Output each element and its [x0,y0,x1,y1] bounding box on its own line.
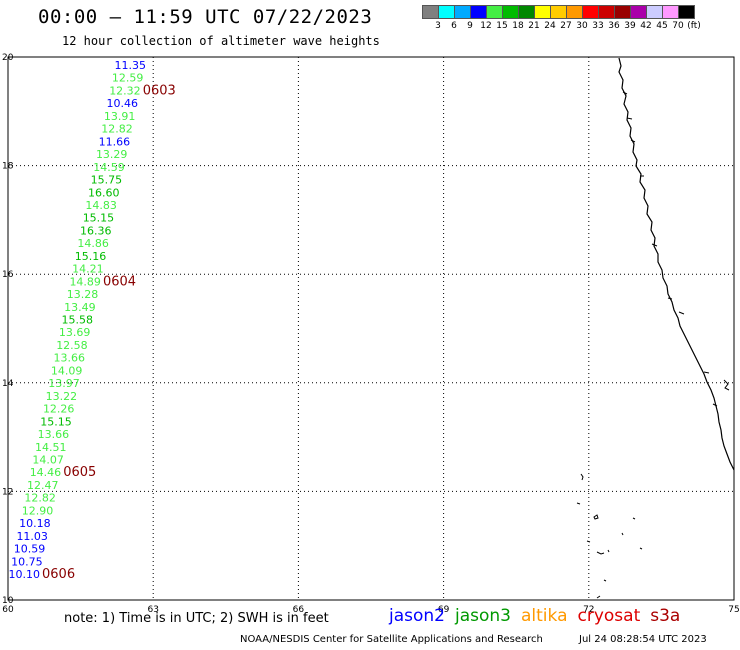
wave-height-label: 13.97 [48,377,80,390]
wave-height-label: 12.59 [112,72,144,85]
axis-tick-labels: 60 63 66 69 72 75 20 18 16 14 12 10 [2,53,740,615]
wave-height-label: 15.75 [91,174,123,187]
coastline [618,57,735,471]
legend-label: 24 [544,21,556,31]
wave-height-points: 11.3512.5912.3210.4613.9112.8211.6613.29… [9,59,147,581]
wave-height-label: 14.89 [69,275,101,288]
wave-height-label: 14.86 [77,237,109,250]
wave-height-label: 15.15 [83,212,115,225]
wave-height-label: 15.58 [62,314,94,327]
wave-height-label: 14.46 [30,466,62,479]
legend-label: 12 [480,21,492,31]
wave-height-label: 13.69 [59,326,91,339]
wave-height-label: 13.22 [46,390,78,403]
wave-height-label: 11.66 [99,135,131,148]
pass-time-labels: 0603 0604 0605 0606 [42,83,176,582]
legend-label: 70 [672,21,684,31]
wave-height-label: 13.66 [54,352,86,365]
wave-height-label: 12.82 [101,123,133,136]
lat-tick-label: 16 [2,270,14,280]
satellite-legend: jason2 jason3 altika cryosat s3a [389,606,690,626]
legend-label: 21 [528,21,540,31]
wave-height-label: 12.82 [24,492,56,505]
lat-tick-label: 12 [2,487,13,497]
wave-height-label: 13.28 [67,288,99,301]
legend-swatch [678,5,695,19]
wave-height-label: 14.51 [35,441,67,454]
wave-height-label: 13.91 [104,110,136,123]
wave-height-label: 12.26 [43,403,75,416]
page-title: 00:00 – 11:59 UTC 07/22/2023 [38,6,373,28]
satellite-name: jason3 [455,606,511,626]
legend-label: 45 [656,21,668,31]
lon-tick-label: 60 [2,605,14,615]
wave-height-label: 14.59 [93,161,125,174]
legend-label: (ft) [687,21,701,31]
wave-height-label: 12.58 [56,339,88,352]
map-frame [7,56,735,601]
islands [576,473,643,599]
wave-height-label: 14.07 [32,453,64,466]
legend-label: 18 [512,21,524,31]
color-scale-legend [422,5,695,19]
lon-tick-label: 66 [293,605,305,615]
lat-tick-label: 10 [2,596,14,606]
timestamp-text: Jul 24 08:28:54 UTC 2023 [579,634,707,645]
wave-height-label: 15.15 [40,415,72,428]
pass-time-label: 0605 [63,465,96,480]
map-grid [8,57,734,600]
footnote: note: 1) Time is in UTC; 2) SWH is in fe… [64,611,329,626]
wave-height-label: 12.32 [109,84,141,97]
wave-height-label: 11.35 [115,59,147,72]
legend-label: 15 [496,21,508,31]
wave-height-label: 13.29 [96,148,128,161]
wave-height-label: 14.21 [72,263,104,276]
legend-label: 3 [435,21,441,31]
credit-text: NOAA/NESDIS Center for Satellite Applica… [240,634,543,645]
lon-tick-label: 69 [438,605,450,615]
legend-label: 33 [592,21,604,31]
legend-label: 6 [451,21,457,31]
lon-tick-label: 72 [583,605,594,615]
satellite-name: cryosat [577,606,641,626]
wave-height-label: 10.46 [107,97,139,110]
lon-tick-label: 75 [728,605,739,615]
lat-tick-label: 20 [2,53,14,63]
wave-height-label: 16.36 [80,224,112,237]
wave-height-label: 10.59 [14,543,46,556]
pass-time-label: 0606 [42,567,75,582]
lon-tick-label: 63 [147,605,158,615]
lat-tick-label: 14 [2,379,14,389]
wave-height-label: 16.60 [88,186,120,199]
wave-height-label: 12.90 [22,504,54,517]
legend-label: 42 [640,21,652,31]
pass-time-label: 0603 [143,83,176,98]
lat-tick-label: 18 [2,162,14,172]
coastline-details [622,91,730,407]
wave-height-label: 14.83 [85,199,117,212]
legend-label: 39 [624,21,636,31]
satellite-name: s3a [650,606,681,626]
legend-label: 36 [608,21,620,31]
pass-time-label: 0604 [103,274,136,289]
wave-height-label: 14.09 [51,364,83,377]
satellite-name: jason2 [389,606,445,626]
legend-label: 30 [576,21,588,31]
wave-height-label: 13.66 [38,428,70,441]
legend-label: 27 [560,21,572,31]
page-subtitle: 12 hour collection of altimeter wave hei… [62,34,380,48]
wave-height-label: 15.16 [75,250,107,263]
wave-height-label: 10.18 [19,517,51,530]
wave-height-label: 11.03 [16,530,48,543]
legend-label: 9 [467,21,473,31]
wave-height-label: 12.47 [27,479,59,492]
wave-height-label: 10.75 [11,555,43,568]
satellite-name: altika [521,606,568,626]
wave-height-label: 13.49 [64,301,96,314]
wave-height-label: 10.10 [9,568,41,581]
